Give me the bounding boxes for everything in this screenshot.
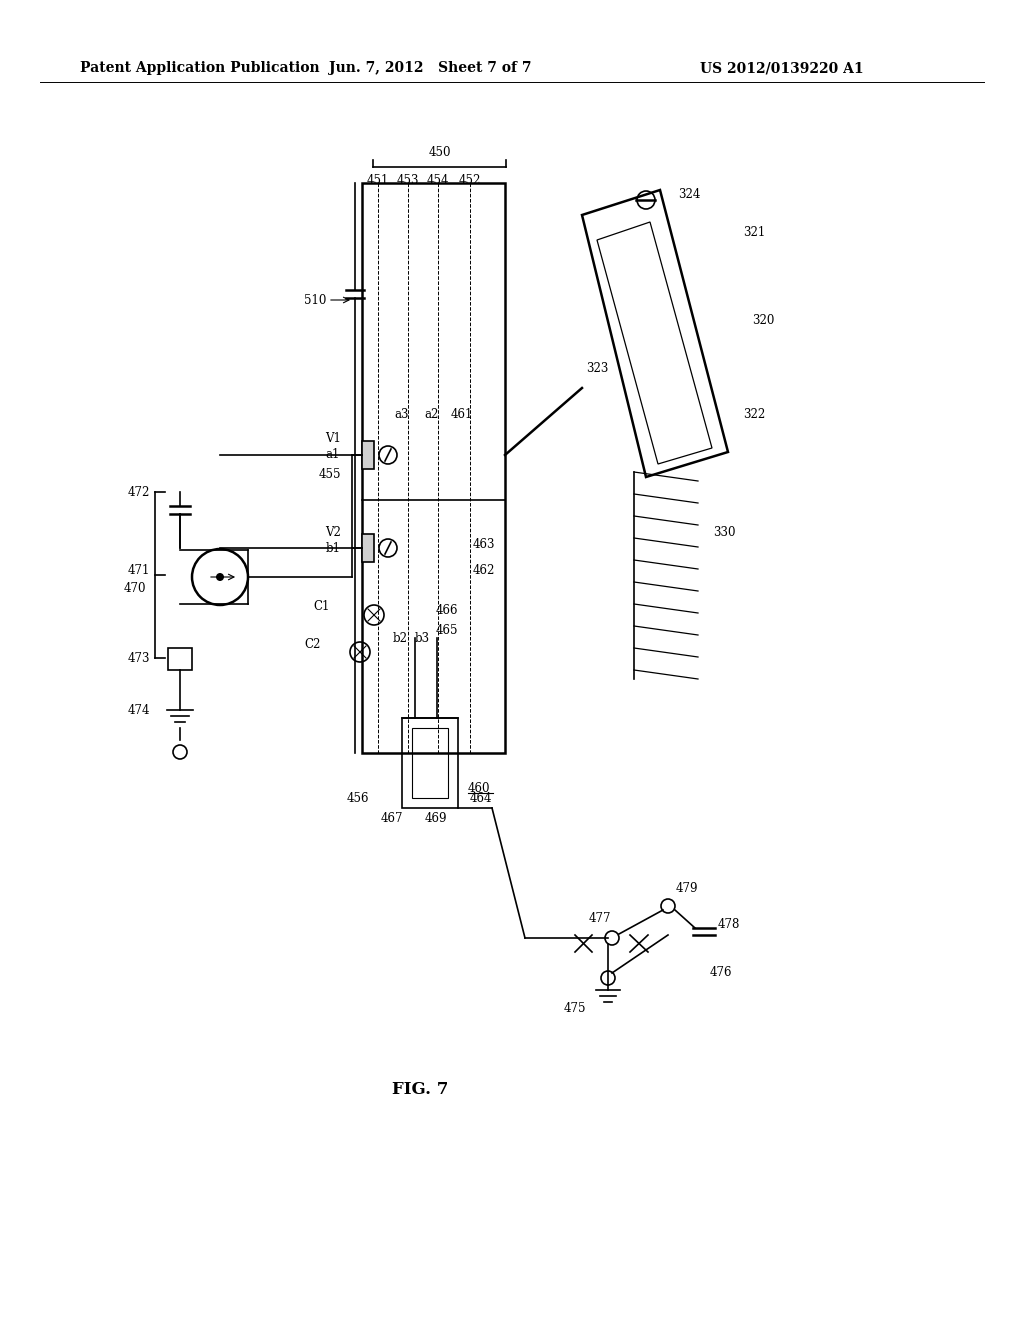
Bar (362, 535, 374, 562)
Text: 461: 461 (451, 408, 473, 421)
Text: 456: 456 (347, 792, 370, 804)
Text: 478: 478 (718, 917, 740, 931)
Text: b1: b1 (326, 541, 341, 554)
Text: 460: 460 (468, 781, 490, 795)
Text: 510: 510 (304, 293, 327, 306)
Circle shape (216, 573, 224, 581)
Text: 474: 474 (128, 704, 150, 717)
Text: 464: 464 (470, 792, 493, 804)
Bar (412, 729, 449, 799)
Text: 320: 320 (752, 314, 774, 326)
Text: a1: a1 (326, 449, 340, 462)
Text: V2: V2 (325, 525, 341, 539)
Text: 462: 462 (473, 564, 496, 577)
Text: a2: a2 (425, 408, 439, 421)
Text: FIG. 7: FIG. 7 (392, 1081, 449, 1098)
Text: 323: 323 (586, 362, 608, 375)
Text: 466: 466 (436, 603, 459, 616)
Text: 453: 453 (396, 173, 419, 186)
Text: 324: 324 (678, 189, 700, 202)
Text: 467: 467 (381, 812, 403, 825)
Text: C1: C1 (313, 601, 330, 614)
Text: b3: b3 (415, 631, 429, 644)
Text: C2: C2 (305, 639, 322, 652)
Text: 471: 471 (128, 564, 150, 577)
Text: 322: 322 (743, 408, 765, 421)
Bar (362, 441, 374, 469)
Text: b2: b2 (392, 631, 408, 644)
Text: 463: 463 (473, 539, 496, 552)
Text: 452: 452 (459, 173, 481, 186)
Text: 321: 321 (743, 226, 765, 239)
Text: 476: 476 (710, 965, 732, 978)
Text: 473: 473 (128, 652, 150, 664)
Text: 470: 470 (124, 582, 146, 594)
Text: 472: 472 (128, 486, 150, 499)
Text: a3: a3 (394, 408, 410, 421)
Bar (362, 183, 505, 752)
Text: 469: 469 (425, 812, 447, 825)
Bar (402, 718, 458, 808)
Text: 450: 450 (428, 147, 451, 160)
Text: V1: V1 (325, 432, 341, 445)
Text: 454: 454 (427, 173, 450, 186)
Text: 475: 475 (564, 1002, 587, 1015)
Text: 330: 330 (713, 525, 735, 539)
Text: US 2012/0139220 A1: US 2012/0139220 A1 (700, 61, 863, 75)
Text: 479: 479 (676, 882, 698, 895)
Text: 477: 477 (589, 912, 611, 924)
Text: 465: 465 (436, 623, 459, 636)
Text: 455: 455 (318, 467, 341, 480)
Text: Patent Application Publication: Patent Application Publication (80, 61, 319, 75)
Text: 451: 451 (367, 173, 389, 186)
Bar (168, 648, 193, 671)
Text: Jun. 7, 2012   Sheet 7 of 7: Jun. 7, 2012 Sheet 7 of 7 (329, 61, 531, 75)
